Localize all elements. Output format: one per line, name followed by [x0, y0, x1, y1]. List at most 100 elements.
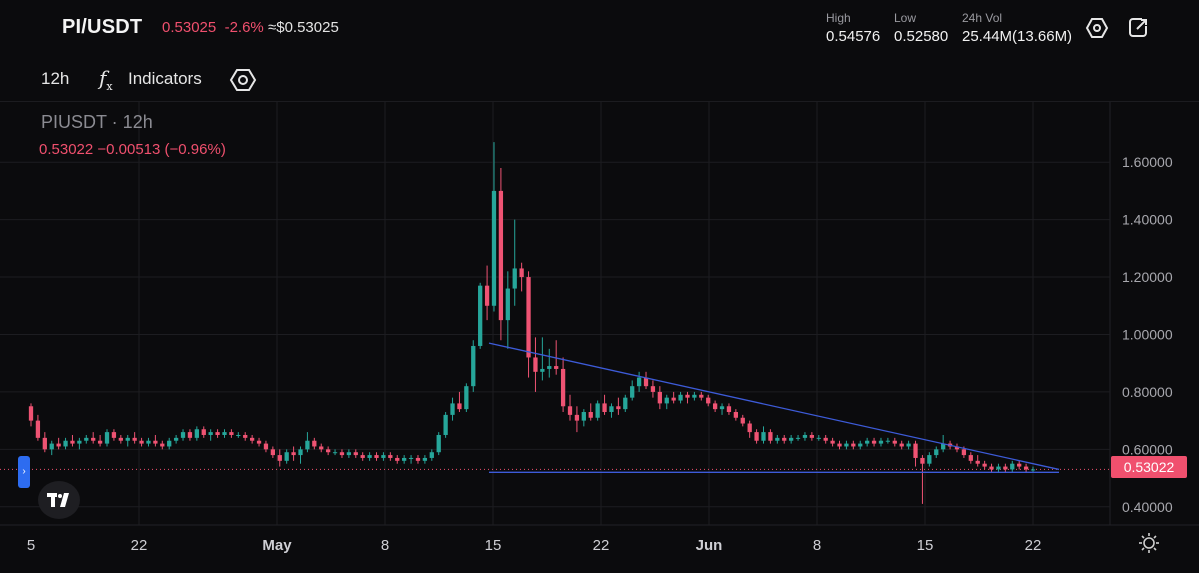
fullscreen-icon[interactable] — [1126, 16, 1150, 40]
high-label: High — [826, 11, 851, 25]
candle-body — [56, 443, 61, 447]
candle-body — [319, 446, 324, 450]
candle-body — [443, 414, 448, 435]
side-panel-toggle[interactable]: › — [18, 456, 30, 488]
low-label: Low — [894, 11, 917, 25]
last-price: 0.53025 — [162, 19, 217, 36]
candle-body — [332, 452, 338, 454]
price-change: 0.53025 -2.6% — [162, 19, 264, 36]
x-tick-label: 22 — [593, 537, 610, 554]
candle-body — [215, 432, 220, 435]
axis-settings-sun-icon[interactable] — [1138, 532, 1160, 554]
candle-body — [457, 403, 462, 410]
candle-body — [712, 403, 718, 410]
fx-icon[interactable]: fx — [99, 66, 113, 93]
candle-body — [581, 412, 586, 421]
y-tick-label: 1.60000 — [1122, 154, 1173, 170]
candle-body — [491, 190, 497, 306]
candle-body — [775, 437, 780, 441]
candle-body — [201, 429, 206, 435]
candle-body — [844, 443, 849, 447]
timeframe-button[interactable]: 12h — [41, 69, 70, 88]
settings-hex-icon[interactable] — [1085, 16, 1109, 40]
chart-settings-hex-icon[interactable] — [229, 66, 257, 94]
candle-body — [42, 437, 47, 450]
candle-body — [395, 457, 400, 461]
candle-body — [699, 394, 704, 398]
x-tick-label: 22 — [1025, 537, 1042, 554]
candle-body — [118, 437, 123, 441]
candle-body — [788, 437, 794, 441]
candle-body — [180, 432, 186, 438]
candle-body — [616, 406, 621, 410]
candle-body — [754, 432, 759, 441]
candle-body — [263, 443, 269, 450]
candle-body — [906, 443, 911, 447]
candle-body — [1023, 466, 1029, 470]
low-value: 0.52580 — [894, 28, 949, 45]
candle-body — [526, 277, 531, 358]
candle-body — [554, 366, 559, 369]
candle-body — [464, 386, 469, 410]
toolbar-divider — [0, 101, 1199, 102]
candle-body — [733, 412, 738, 418]
y-tick-label: 1.00000 — [1122, 326, 1173, 342]
candle-body — [802, 434, 808, 438]
candle-body — [706, 397, 711, 404]
candle-body — [941, 443, 946, 450]
candle-body — [97, 440, 103, 444]
candle-body — [816, 437, 821, 439]
candle-body — [830, 440, 835, 444]
candle-body — [229, 432, 234, 435]
candle-body — [602, 403, 607, 413]
trend-line — [488, 342, 1060, 471]
candle-body — [339, 452, 345, 456]
candle-body — [533, 357, 538, 372]
pair-title[interactable]: PI/USDT — [62, 16, 143, 38]
candle-body — [160, 443, 165, 447]
volume-value: 25.44M(13.66M) — [962, 28, 1073, 45]
indicators-button[interactable]: Indicators — [128, 69, 202, 88]
candle-body — [934, 449, 939, 456]
candle-body — [132, 437, 137, 441]
candle-body — [1017, 463, 1022, 467]
candle-body — [408, 457, 414, 459]
x-tick-label: 8 — [381, 537, 389, 554]
candle-body — [429, 452, 434, 458]
candle-body — [650, 386, 656, 392]
candle-body — [858, 443, 863, 447]
last-price-tag: 0.53022 — [1111, 456, 1187, 478]
x-tick-label: 15 — [917, 537, 934, 554]
candle-body — [49, 443, 54, 450]
x-tick-label: 5 — [27, 537, 35, 554]
candle-body — [153, 440, 158, 444]
candle-body — [643, 377, 649, 387]
candle-body — [326, 449, 331, 453]
candle-body — [865, 440, 870, 444]
candle-body — [636, 377, 642, 387]
candle-body — [574, 414, 580, 421]
candle-body — [885, 440, 891, 442]
candle-body — [892, 440, 897, 444]
x-tick-label: 15 — [485, 537, 502, 554]
fx-subscript: x — [106, 80, 113, 93]
candle-body — [519, 268, 524, 278]
candle-body — [996, 466, 1001, 470]
candle-body — [63, 440, 68, 447]
candle-body — [388, 455, 393, 458]
candle-body — [512, 268, 517, 289]
candle-body — [70, 440, 75, 444]
candle-body — [402, 457, 407, 461]
tradingview-logo-icon[interactable] — [38, 481, 80, 519]
high-value: 0.54576 — [826, 28, 881, 45]
candle-body — [284, 452, 289, 461]
candle-body — [498, 190, 504, 321]
candle-body — [747, 423, 752, 433]
y-tick-label: 0.60000 — [1122, 441, 1173, 457]
candle-body — [968, 455, 973, 461]
candlestick-chart[interactable]: 1.60000 1.40000 1.20000 1.00000 0.80000 0.600… — [0, 102, 1199, 573]
candle-body — [415, 457, 421, 461]
candle-body — [823, 437, 828, 441]
candle-body — [146, 440, 151, 444]
candle-body — [664, 397, 669, 404]
